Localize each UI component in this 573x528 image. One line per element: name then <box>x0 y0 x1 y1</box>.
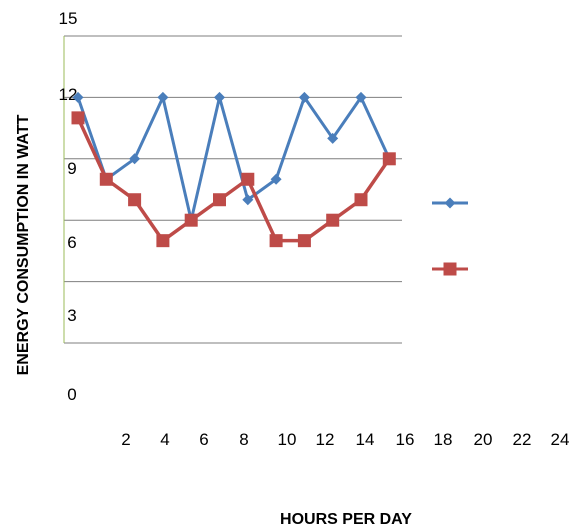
data-point <box>128 193 142 207</box>
y-tick-labels: 15 12 9 6 3 0 <box>59 9 78 404</box>
data-point <box>157 91 169 103</box>
data-point <box>129 153 141 165</box>
y-tick-label: 6 <box>67 233 76 252</box>
x-axis-title: HOURS PER DAY <box>280 511 412 528</box>
data-point <box>214 91 225 103</box>
y-tick-label: 15 <box>59 9 78 28</box>
y-tick-label: 0 <box>67 385 76 404</box>
x-tick-label: 4 <box>160 430 169 449</box>
series-line <box>76 95 391 222</box>
x-tick-label: 12 <box>316 430 335 449</box>
y-axis-title: ENERGY CONSUMPTION IN WATT <box>15 114 32 375</box>
data-point <box>298 91 310 103</box>
x-tick-label: 2 <box>121 430 130 449</box>
data-point <box>241 172 255 186</box>
series-line <box>76 117 391 243</box>
x-tick-label: 14 <box>356 430 375 449</box>
data-point <box>382 152 396 166</box>
data-point <box>156 234 170 248</box>
y-tick-label: 3 <box>67 306 76 325</box>
legend <box>432 197 468 276</box>
legend-entry-1 <box>432 197 468 209</box>
data-point <box>269 234 283 248</box>
data-point <box>213 193 226 207</box>
x-tick-label: 18 <box>434 430 453 449</box>
plot-series <box>71 91 396 248</box>
x-tick-labels: 2 4 6 8 10 12 14 16 18 20 22 24 <box>121 430 569 449</box>
data-point <box>297 234 311 248</box>
data-point <box>327 132 339 144</box>
x-tick-label: 16 <box>396 430 415 449</box>
legend-marker <box>444 197 456 209</box>
data-point <box>71 111 85 125</box>
x-tick-label: 10 <box>278 430 297 449</box>
legend-entry-2 <box>432 262 468 276</box>
data-point <box>354 193 368 207</box>
x-tick-label: 20 <box>474 430 493 449</box>
data-point <box>242 194 254 206</box>
data-point <box>184 213 198 227</box>
data-point <box>270 173 282 185</box>
x-tick-label: 22 <box>513 430 532 449</box>
y-tick-label: 12 <box>59 85 78 104</box>
legend-marker <box>443 262 457 276</box>
data-point <box>355 91 367 103</box>
x-tick-label: 6 <box>199 430 208 449</box>
y-tick-label: 9 <box>67 159 76 178</box>
x-tick-label: 8 <box>239 430 248 449</box>
gridlines <box>64 35 402 344</box>
data-point <box>99 172 113 186</box>
series-2 <box>71 111 396 248</box>
data-point <box>326 213 340 227</box>
data-point <box>72 91 84 103</box>
x-tick-label: 24 <box>551 430 570 449</box>
